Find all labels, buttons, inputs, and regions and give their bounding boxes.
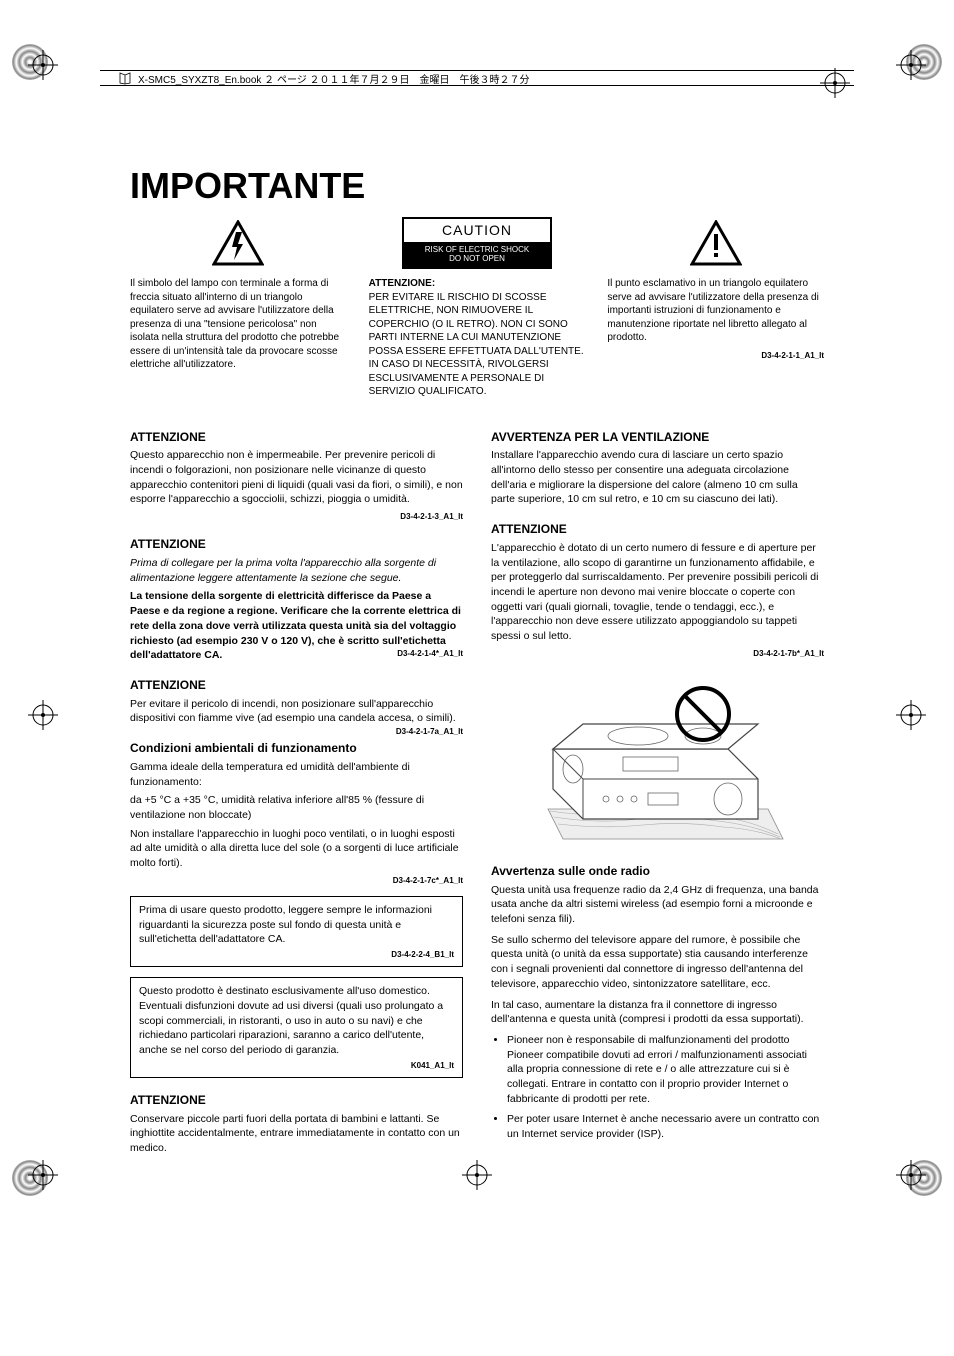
exclamation-symbol-text: Il punto esclamativo in un triangolo equ… [607,277,824,345]
crop-mark-icon [28,700,58,730]
section-title: Avvertenza sulle onde radio [491,863,824,880]
right-column: AVVERTENZA PER LA VENTILAZIONE Installar… [491,429,824,1160]
section-title: Condizioni ambientali di funzionamento [130,740,463,757]
page-title: IMPORTANTE [130,165,824,207]
lightning-symbol-column: Il simbolo del lampo con terminale a for… [130,217,347,399]
section-body: Gamma ideale della temperatura ed umidit… [130,760,463,789]
section-body-italic: Prima di collegare per la prima volta l'… [130,556,463,585]
section-title: ATTENZIONE [130,677,463,694]
box-text: Prima di usare questo prodotto, leggere … [139,904,432,945]
warning-symbols-row: Il simbolo del lampo con terminale a for… [130,217,824,399]
code-label: D3-4-2-1-4*_A1_It [397,648,463,659]
section-body: Conservare piccole parti fuori della por… [130,1112,463,1156]
section-body: Non installare l'apparecchio in luoghi p… [130,827,463,871]
crop-mark-icon [28,50,58,80]
caution-body-text: PER EVITARE IL RISCHIO DI SCOSSE ELETTRI… [369,291,586,399]
info-box: Prima di usare questo prodotto, leggere … [130,896,463,967]
section-body: Questo apparecchio non è impermeabile. P… [130,448,463,507]
exclamation-symbol-column: Il punto esclamativo in un triangolo equ… [607,217,824,399]
section-title: ATTENZIONE [130,536,463,553]
section-body: Per evitare il pericolo di incendi, non … [130,697,463,726]
print-header: X-SMC5_SYXZT8_En.book ２ ページ ２０１１年７月２９日 金… [100,70,854,86]
book-icon [118,71,132,85]
crop-mark-icon [28,1160,58,1190]
section-body-bold: La tensione della sorgente di elettricit… [130,589,463,662]
product-illustration [528,669,788,849]
caution-subtitle: RISK OF ELECTRIC SHOCK DO NOT OPEN [404,242,550,267]
crop-mark-icon [896,50,926,80]
code-label: K041_A1_It [139,1060,454,1071]
header-text: X-SMC5_SYXZT8_En.book ２ ページ ２０１１年７月２９日 金… [138,71,530,86]
attenzione-label: ATTENZIONE: [369,277,586,291]
code-label: D3-4-2-1-7b*_A1_It [491,648,824,659]
section-body: L'apparecchio è dotato di un certo numer… [491,541,824,644]
caution-title: CAUTION [404,219,550,242]
section-body: Questa unità usa frequenze radio da 2,4 … [491,883,824,927]
main-columns: ATTENZIONE Questo apparecchio non è impe… [130,429,824,1160]
section-title: ATTENZIONE [130,1092,463,1109]
info-box: Questo prodotto è destinato esclusivamen… [130,977,463,1078]
lightning-triangle-icon [130,217,347,269]
page-content: IMPORTANTE Il simbolo del lampo con term… [0,0,954,1240]
code-label: D3-4-2-1-7c*_A1_It [130,875,463,886]
left-column: ATTENZIONE Questo apparecchio non è impe… [130,429,463,1160]
section-body: Se sullo schermo del televisore appare d… [491,933,824,992]
box-text: Questo prodotto è destinato esclusivamen… [139,985,443,1056]
list-item: Pioneer non è responsabile di malfunzion… [507,1033,824,1106]
section-body: Installare l'apparecchio avendo cura di … [491,448,824,507]
section-title: AVVERTENZA PER LA VENTILAZIONE [491,429,824,446]
caution-box: CAUTION RISK OF ELECTRIC SHOCK DO NOT OP… [402,217,552,269]
code-label: D3-4-2-1-3_A1_It [130,511,463,522]
crop-mark-icon [462,1160,492,1190]
section-title: ATTENZIONE [130,429,463,446]
section-body: In tal caso, aumentare la distanza fra i… [491,998,824,1027]
crop-mark-icon [896,700,926,730]
crop-mark-icon [896,1160,926,1190]
section-body: da +5 °C a +35 °C, umidità relativa infe… [130,793,463,822]
list-item: Per poter usare Internet è anche necessa… [507,1112,824,1141]
code-label: D3-4-2-1-1_A1_It [607,351,824,362]
code-label: D3-4-2-1-7a_A1_It [396,726,463,737]
section-title: ATTENZIONE [491,521,824,538]
bullet-list: Pioneer non è responsabile di malfunzion… [491,1033,824,1142]
caution-box-column: CAUTION RISK OF ELECTRIC SHOCK DO NOT OP… [369,217,586,399]
code-label: D3-4-2-2-4_B1_It [139,949,454,960]
exclamation-triangle-icon [607,217,824,269]
lightning-symbol-text: Il simbolo del lampo con terminale a for… [130,277,347,372]
